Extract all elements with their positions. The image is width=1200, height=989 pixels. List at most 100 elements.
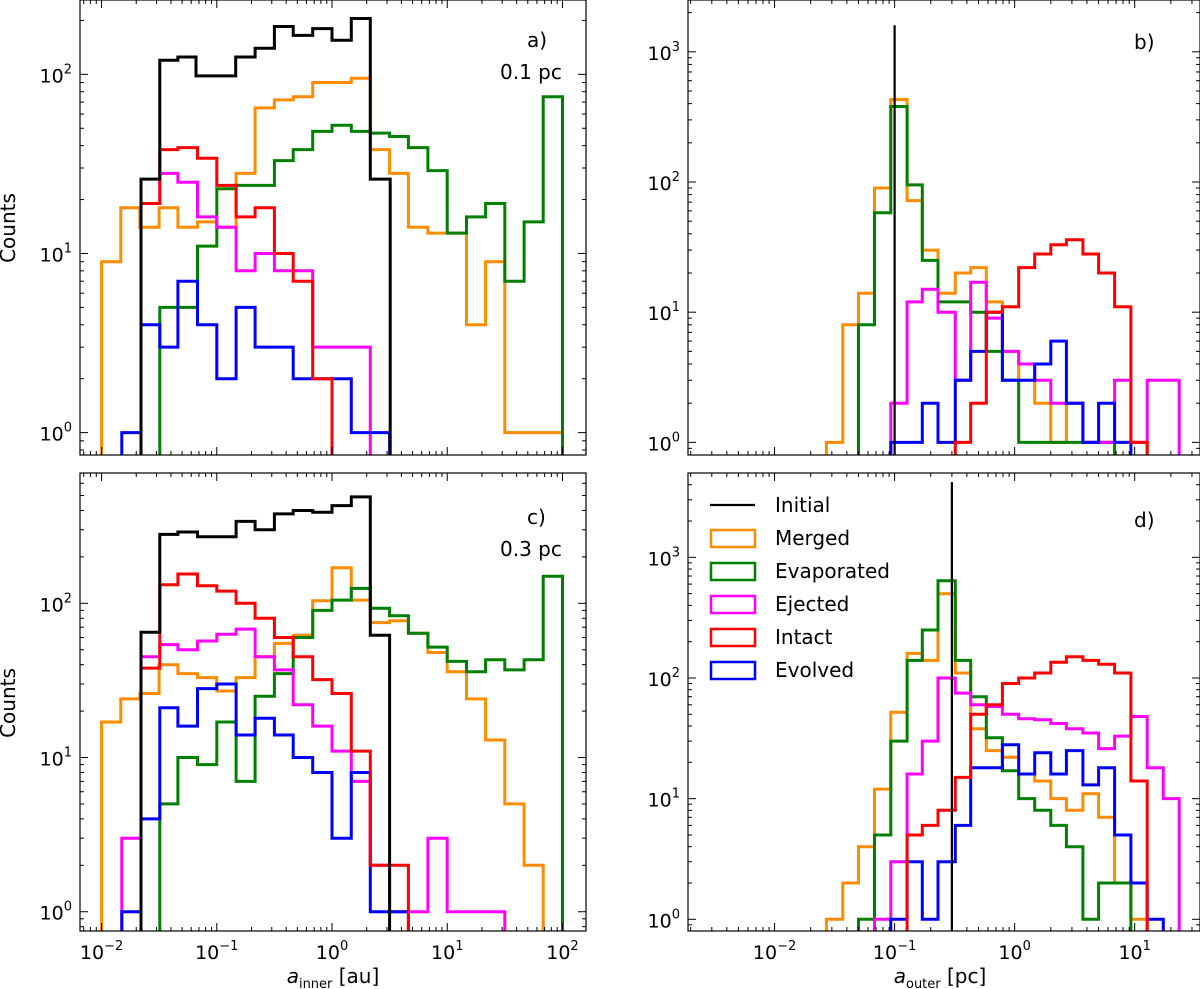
series-evaporated xyxy=(158,95,564,455)
panel-a-ylabel: Counts xyxy=(0,193,20,263)
series-evolved-histogram xyxy=(889,743,1165,931)
panel-c: 10−2 10−1 100 101 102 100 101 102 c) 0.3 pc Cou… xyxy=(0,472,587,989)
legend-swatch xyxy=(709,528,757,549)
legend: Initial Merged Evaporated Ejected Intact Evol… xyxy=(709,493,890,682)
x-tick-label: 100 xyxy=(998,939,1030,964)
series-intact xyxy=(905,655,1149,931)
xlabel-outer-var: a xyxy=(894,964,906,988)
legend-swatch xyxy=(709,660,757,681)
panel-b-frame xyxy=(687,0,1200,456)
series-intact xyxy=(953,238,1149,455)
legend-item-evaporated: Evaporated xyxy=(709,559,890,583)
series-ejected-histogram xyxy=(120,627,507,931)
y-tick-label: 103 xyxy=(648,545,680,570)
legend-item-merged: Merged xyxy=(709,526,850,550)
legend-item-ejected: Ejected xyxy=(709,592,849,616)
x-tick-label: 10−1 xyxy=(873,939,916,964)
series-evolved xyxy=(120,279,392,455)
panel-a-marks xyxy=(100,17,564,455)
y-tick-label: 100 xyxy=(40,421,72,446)
legend-label: Evaporated xyxy=(775,559,890,583)
panel-a-annotation: 0.1 pc xyxy=(500,60,562,84)
series-evolved xyxy=(889,310,1133,455)
series-merged xyxy=(100,566,545,931)
legend-item-intact: Intact xyxy=(709,625,833,649)
panel-c-frame xyxy=(79,472,587,932)
series-ejected xyxy=(139,171,372,455)
series-intact-histogram xyxy=(953,238,1149,455)
y-tick-label: 100 xyxy=(648,907,680,932)
series-evaporated xyxy=(857,579,1133,931)
y-tick-label: 101 xyxy=(40,746,72,771)
panel-d-label: d) xyxy=(1134,508,1155,532)
series-ejected-histogram xyxy=(139,171,372,455)
y-tick-label: 103 xyxy=(648,40,680,65)
legend-swatch xyxy=(709,561,757,582)
panel-d-frame xyxy=(687,472,1200,932)
series-intact xyxy=(139,572,410,931)
y-tick-label: 100 xyxy=(648,430,680,455)
legend-label: Initial xyxy=(775,493,830,517)
legend-item-initial: Initial xyxy=(710,493,830,517)
legend-label: Evolved xyxy=(775,658,854,682)
legend-swatch xyxy=(709,594,757,615)
series-intact-histogram xyxy=(139,572,410,931)
panel-b-ticks: 100 101 102 103 xyxy=(648,0,1200,456)
legend-swatch xyxy=(709,627,757,648)
panel-c-ylabel: Counts xyxy=(0,668,20,738)
series-merged-histogram xyxy=(100,76,564,455)
panel-c-label: c) xyxy=(527,505,546,529)
y-tick-label: 102 xyxy=(648,666,680,691)
legend-label: Merged xyxy=(775,526,850,550)
panel-a: 100 101 102 a) 0.1 pc Counts xyxy=(0,0,587,456)
panel-a-frame xyxy=(79,0,587,456)
series-initial-histogram xyxy=(139,495,392,931)
series-evolved-histogram xyxy=(889,310,1133,455)
series-initial xyxy=(139,495,392,931)
x-tick-label: 102 xyxy=(546,939,578,964)
panel-d: 10−2 10−1 100 101 100 101 102 103 d) aouter [pc… xyxy=(648,472,1200,989)
series-evaporated xyxy=(158,574,564,931)
panel-c-ticks: 10−2 10−1 100 101 102 100 101 102 xyxy=(40,472,586,964)
panel-d-ticks: 10−2 10−1 100 101 100 101 102 103 xyxy=(648,472,1200,964)
y-tick-label: 102 xyxy=(40,591,72,616)
series-evolved xyxy=(889,743,1165,931)
series-evolved-histogram xyxy=(120,279,392,455)
panel-b: 100 101 102 103 b) xyxy=(648,0,1200,456)
xlabel-inner-unit: [au] xyxy=(332,964,379,988)
x-tick-label: 101 xyxy=(431,939,463,964)
series-intact xyxy=(139,146,334,455)
panel-c-annotation: 0.3 pc xyxy=(500,537,562,561)
series-intact-histogram xyxy=(139,146,334,455)
series-evaporated-histogram xyxy=(857,579,1133,931)
y-tick-label: 102 xyxy=(40,62,72,87)
series-ejected-histogram xyxy=(873,676,1181,931)
series-initial xyxy=(139,17,392,455)
xlabel-outer-sub: outer xyxy=(906,977,941,989)
series-evolved-histogram xyxy=(120,682,410,931)
y-tick-label: 100 xyxy=(40,900,72,925)
x-tick-label: 10−2 xyxy=(753,939,796,964)
series-evolved xyxy=(120,682,410,931)
series-ejected xyxy=(873,676,1181,931)
series-intact-histogram xyxy=(905,655,1149,931)
panel-a-label: a) xyxy=(527,28,547,52)
x-tick-label: 101 xyxy=(1118,939,1150,964)
series-merged xyxy=(100,76,564,455)
panel-b-marks xyxy=(824,25,1181,455)
x-tick-label: 100 xyxy=(316,939,348,964)
series-initial-histogram xyxy=(139,17,392,455)
x-tick-label: 10−1 xyxy=(195,939,238,964)
legend-label: Ejected xyxy=(775,592,849,616)
y-tick-label: 101 xyxy=(648,787,680,812)
y-tick-label: 101 xyxy=(40,241,72,266)
series-merged-histogram xyxy=(824,592,1149,931)
x-tick-label: 10−2 xyxy=(80,939,123,964)
panel-b-label: b) xyxy=(1134,30,1155,54)
series-merged xyxy=(824,592,1149,931)
series-ejected xyxy=(120,627,507,931)
series-evaporated-histogram xyxy=(158,574,564,931)
series-merged-histogram xyxy=(100,566,545,931)
panel-c-marks xyxy=(100,495,564,931)
